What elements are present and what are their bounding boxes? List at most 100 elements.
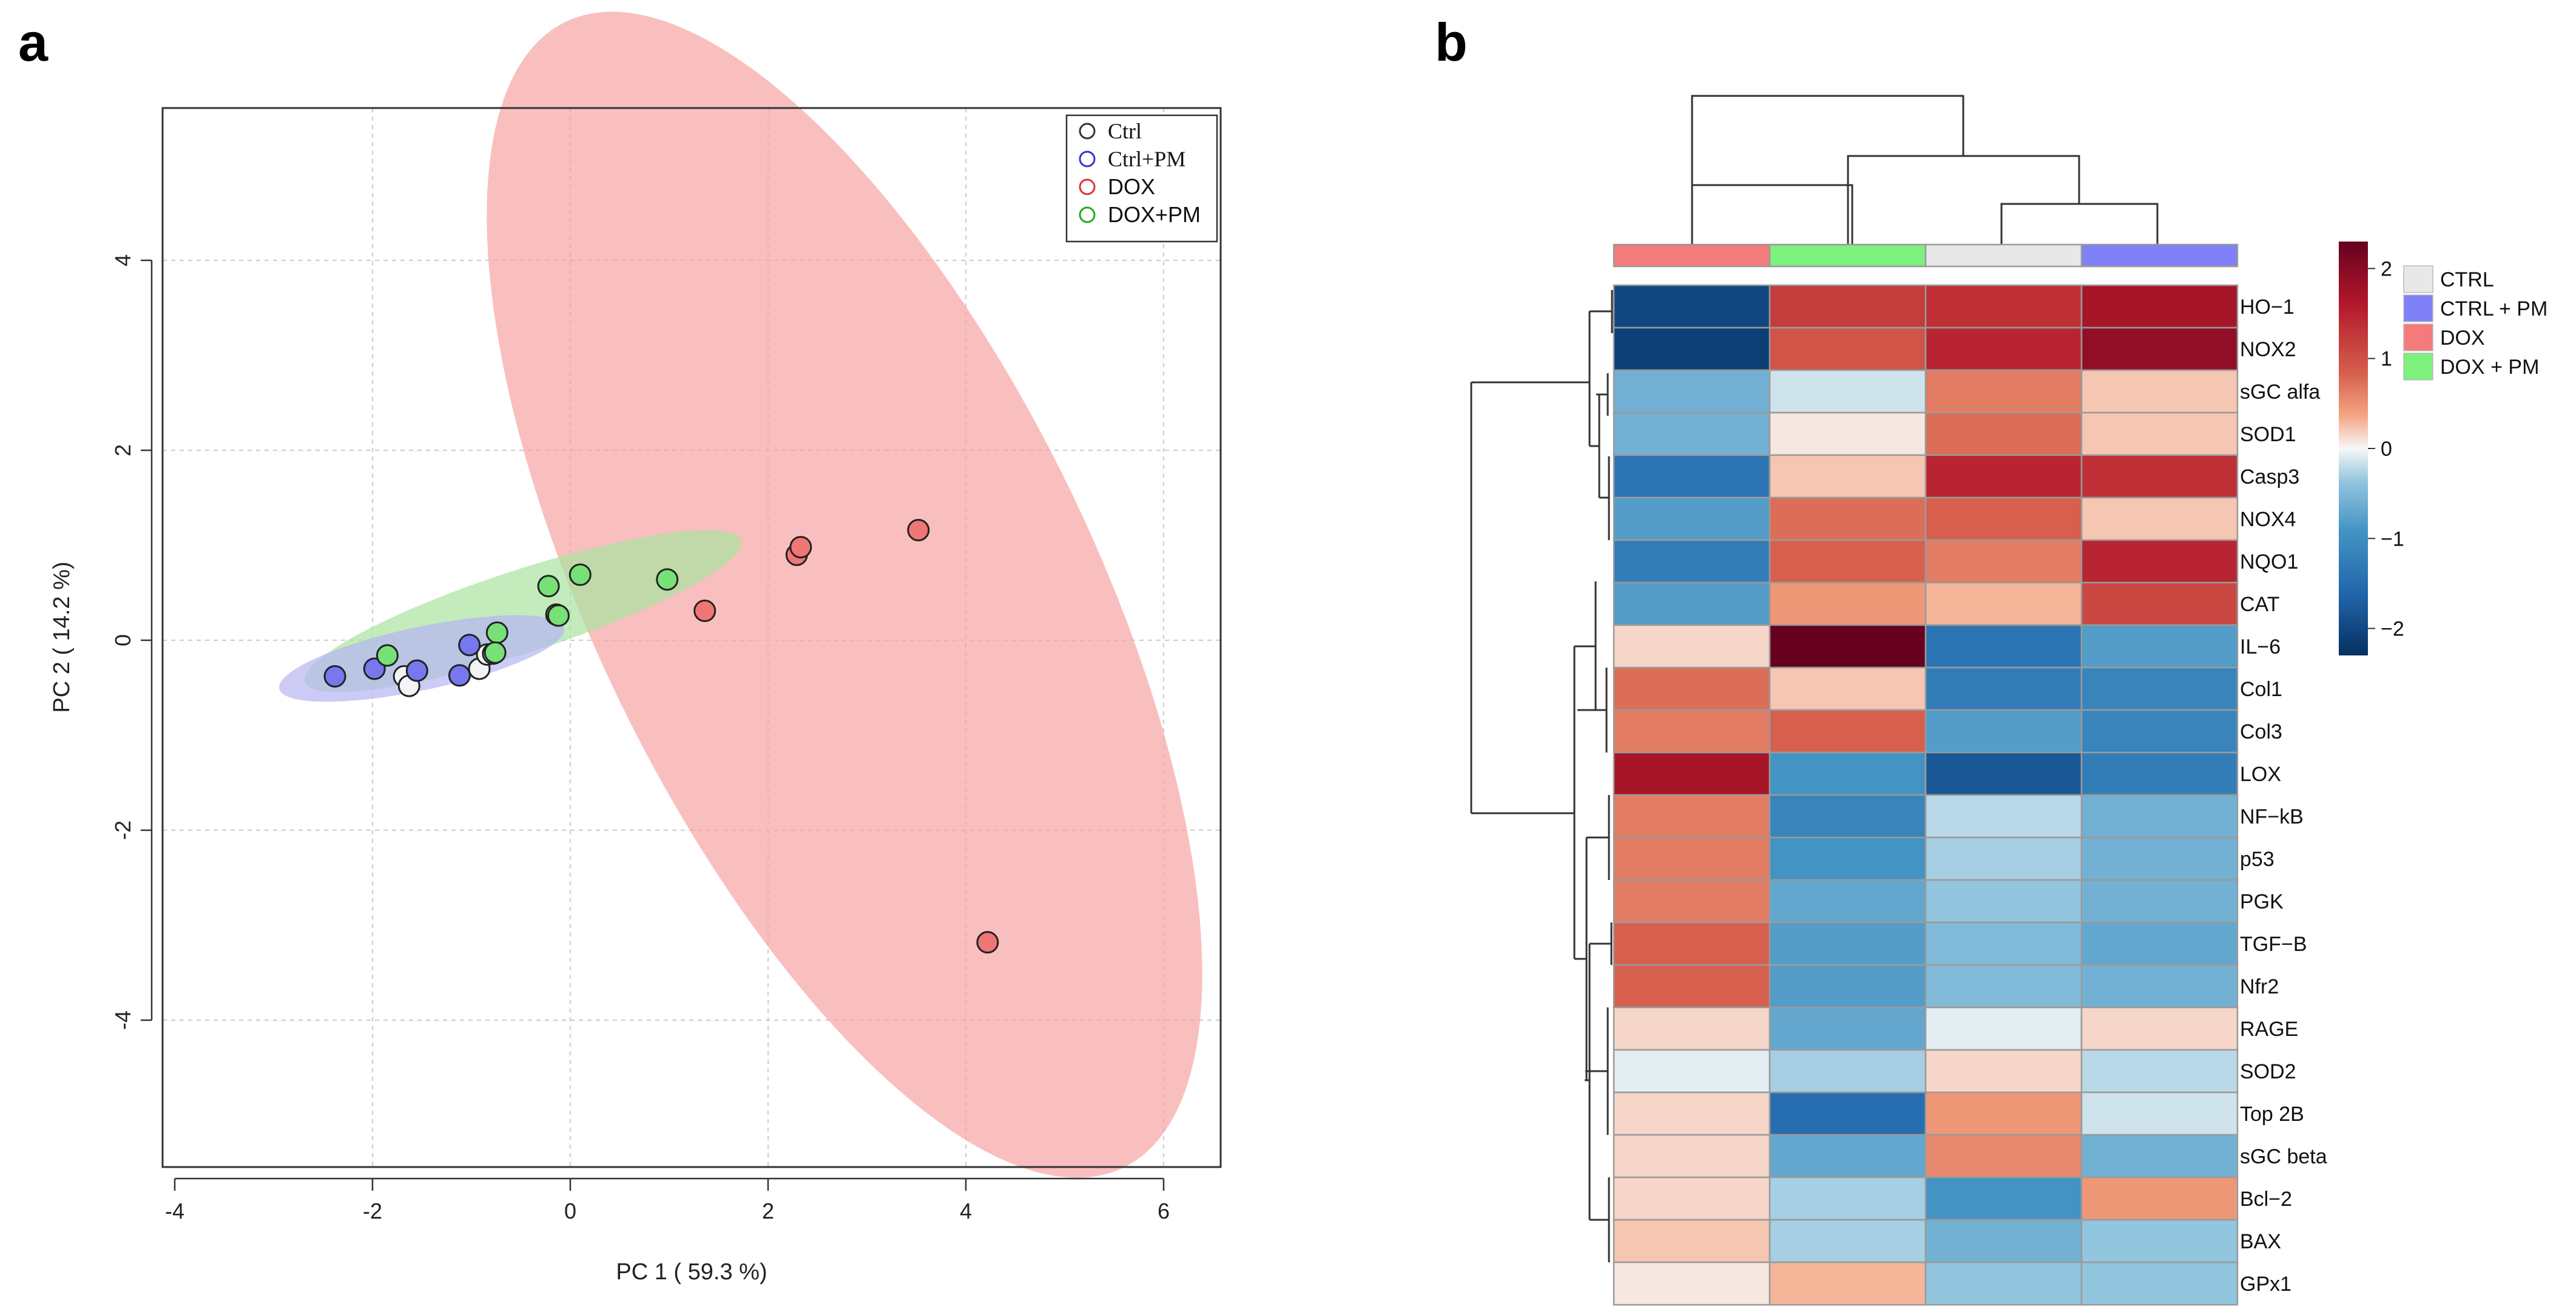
pca-y-tick-label: 4	[110, 254, 135, 266]
heatmap-cell	[1613, 454, 1771, 499]
heatmap-row-label: RAGE	[2240, 1018, 2298, 1041]
heatmap-cell	[1613, 921, 1771, 966]
heatmap-cell	[1768, 666, 1927, 711]
heatmap-row-label: Nfr2	[2240, 975, 2279, 998]
dox-confidence-ellipse	[487, 12, 1202, 1178]
heatmap-cell	[1768, 496, 1927, 541]
heatmap-cell	[1613, 709, 1771, 754]
heatmap-cell	[2080, 921, 2239, 966]
pca-point-ctrl-pm	[448, 664, 471, 687]
heatmap-row-label: NOX4	[2240, 508, 2296, 531]
heatmap-row-label: PGK	[2240, 890, 2284, 913]
heatmap-cell	[2080, 1049, 2239, 1094]
colorbar-tick-label: −1	[2381, 527, 2404, 550]
heatmap-legend-label: CTRL + PM	[2440, 297, 2547, 320]
pca-x-tick-label: 2	[762, 1199, 774, 1223]
heatmap-row-label: CAT	[2240, 593, 2279, 616]
col-dendro-branch-ctrl-ctrlpm	[2000, 203, 2159, 245]
heatmap-cell	[1613, 1261, 1771, 1306]
heatmap-cell	[1924, 1091, 2083, 1136]
panel-a-letter: a	[18, 12, 49, 72]
row-dendro-sgc-sod1	[1596, 373, 1609, 416]
heatmap-cell	[1924, 666, 2083, 711]
colorbar-tick-label: 2	[2381, 257, 2392, 280]
heatmap-row-label: TGF−B	[2240, 933, 2307, 956]
heatmap-cell	[1924, 751, 2083, 796]
row-dendro-nfkb	[1586, 795, 1610, 880]
pca-point-dox	[789, 536, 812, 559]
heatmap-cell	[1768, 454, 1927, 499]
heatmap-cell	[1768, 1091, 1927, 1136]
heatmap-cell	[1613, 624, 1771, 669]
heatmap-cell	[2080, 1176, 2239, 1221]
heatmap-row-label: NQO1	[2240, 550, 2298, 573]
heatmap-cell	[1613, 1176, 1771, 1221]
col-dendro-branch-doxpm	[1847, 155, 2080, 245]
pca-legend-label: DOX+PM	[1108, 202, 1201, 227]
heatmap-row-label: sGC beta	[2240, 1145, 2327, 1168]
heatmap-legend-label: DOX	[2440, 326, 2485, 350]
pca-points	[323, 518, 999, 954]
heatmap-cell	[1768, 284, 1927, 329]
col-dendro-root	[1691, 95, 1964, 185]
heatmap-cell	[1613, 539, 1771, 584]
heatmap-row-label: NOX2	[2240, 338, 2296, 361]
heatmap-cell	[1924, 369, 2083, 414]
heatmap-row-label: BAX	[2240, 1230, 2281, 1253]
heatmap-row-label: IL−6	[2240, 635, 2281, 658]
row-dendro-upper	[1471, 311, 1591, 446]
heatmap-cell	[2080, 794, 2239, 839]
heatmap-cell	[1768, 581, 1927, 626]
heatmap-legend-label: CTRL	[2440, 268, 2494, 291]
heatmap-cell	[1768, 369, 1927, 414]
pca-x-tick-label: 0	[564, 1199, 576, 1223]
heatmap-row-label: Casp3	[2240, 465, 2299, 489]
heatmap-cells	[1613, 284, 2239, 1306]
heatmap-cell	[2080, 1219, 2239, 1264]
heatmap-cell	[1613, 1049, 1771, 1094]
column-annotation-dox	[1613, 243, 1771, 268]
pca-point-dox-pm	[484, 641, 507, 664]
pca-y-tick-label: 2	[110, 444, 135, 456]
heatmap-row-label: NF−kB	[2240, 805, 2304, 828]
heatmap-cell	[2080, 964, 2239, 1009]
column-dendrogram	[1691, 95, 2159, 245]
pca-point-dox-pm	[485, 621, 508, 644]
heatmap-cell	[1613, 794, 1771, 839]
heatmap-cell	[1768, 1049, 1927, 1094]
heatmap-row-label: Col1	[2240, 678, 2282, 701]
pca-legend-label: Ctrl	[1108, 119, 1142, 143]
heatmap-row-label: SOD2	[2240, 1060, 2296, 1083]
heatmap-cell	[1613, 284, 1771, 329]
heatmap-cell	[1613, 411, 1771, 456]
heatmap-cell	[2080, 879, 2239, 924]
heatmap-row-label: HO−1	[2240, 296, 2294, 319]
heatmap-cell	[1924, 284, 2083, 329]
heatmap-cell	[1613, 326, 1771, 371]
row-dendro-col	[1577, 668, 1608, 753]
heatmap-cell	[2080, 1261, 2239, 1306]
pca-x-tick-label: 6	[1158, 1199, 1170, 1223]
pca-scatter-panel: -4 -2 0 2 4 6 -4 -2 0 2 4 PC 1 ( 59.3 %) PC 2 ( 1…	[49, 12, 1222, 1285]
heatmap-cell	[1924, 1006, 2083, 1051]
heatmap-cell	[1613, 581, 1771, 626]
pca-point-dox-pm	[568, 563, 592, 586]
column-annotation-dox-pmpm	[1768, 243, 1927, 268]
pca-x-tick-label: -4	[165, 1199, 184, 1223]
heatmap-cell	[1613, 496, 1771, 541]
pca-y-axis: -4 -2 0 2 4	[110, 254, 153, 1030]
heatmap-cell	[2080, 454, 2239, 499]
heatmap-cell	[1768, 794, 1927, 839]
heatmap-cell	[1768, 964, 1927, 1009]
heatmap-cell	[1924, 326, 2083, 371]
heatmap-cell	[1924, 836, 2083, 881]
heatmap-cell	[2080, 751, 2239, 796]
heatmap-legend-swatch	[2403, 265, 2433, 293]
heatmap-cell	[1924, 496, 2083, 541]
heatmap-row-label: Bcl−2	[2240, 1188, 2292, 1211]
heatmap-cell	[1924, 964, 2083, 1009]
heatmap-cell	[2080, 1091, 2239, 1136]
row-dendro-il6-lox	[1574, 581, 1597, 710]
heatmap-cell	[2080, 581, 2239, 626]
